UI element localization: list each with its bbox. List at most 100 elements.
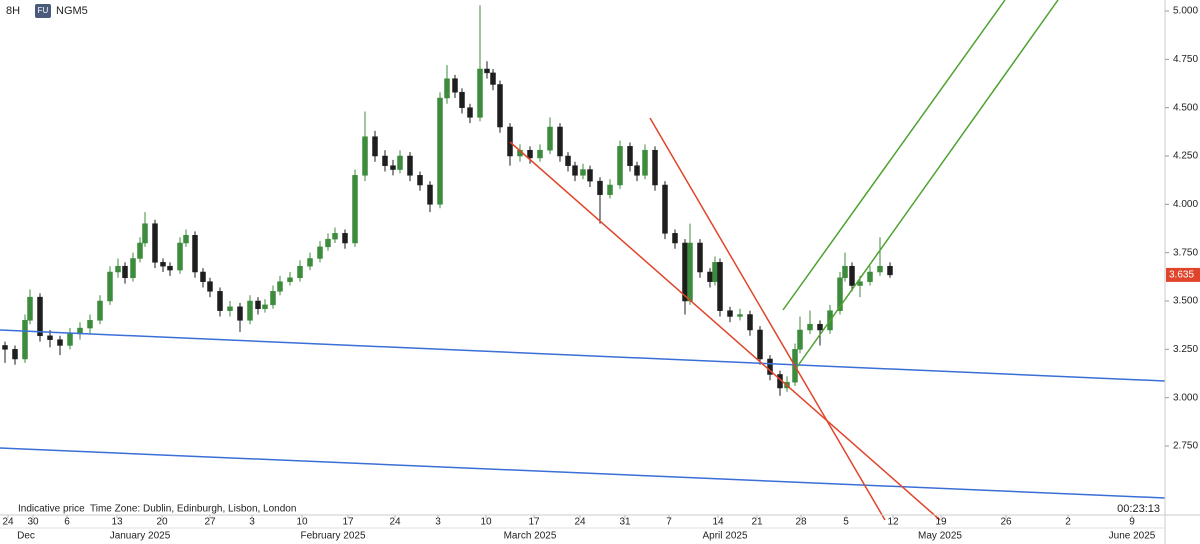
candle-body [634,165,640,176]
candle-body [57,339,63,346]
candle-body [565,155,571,166]
month-label: February 2025 [300,531,365,542]
candle-body [747,314,753,331]
candle-body [152,223,158,263]
candle-body [287,277,293,282]
candle-body [390,165,396,170]
month-label: January 2025 [110,531,171,542]
x-tick-label: 14 [712,517,724,528]
candle-body [332,233,338,240]
candle-body [459,91,465,108]
candle-body [2,345,8,350]
candle-body [682,242,688,302]
candle-body [200,271,206,282]
candle-body [887,265,893,276]
candle-body [737,314,743,317]
badge: FU [38,6,49,15]
candle-body [137,242,143,259]
badge-box [35,4,51,18]
month-label: March 2025 [504,531,557,542]
candle-body [247,300,253,321]
candle-body [177,242,183,271]
x-tick-label: 24 [2,517,14,528]
candle-body [547,126,553,151]
x-tick-label: 13 [111,517,123,528]
x-tick-label: 17 [528,517,540,528]
candle-body [217,291,223,311]
y-tick-label: 2.750 [1173,441,1198,452]
candle-body [417,175,423,186]
x-tick-label: 20 [156,517,168,528]
candle-body [467,107,473,118]
candle-body [183,235,189,244]
channel-line [782,0,1006,311]
last-price-label: 3.635 [1169,270,1194,281]
candle-body [797,329,803,350]
channel-line [796,0,1059,368]
candle-body [227,306,233,311]
candle-body [572,165,578,176]
x-tick-label: 26 [1000,517,1012,528]
candle-body [877,265,883,273]
candle-body [712,262,718,282]
y-tick-label: 4.500 [1173,102,1198,113]
candle-body [557,126,563,157]
y-tick-label: 3.250 [1173,344,1198,355]
candle-body [142,223,148,244]
candle-body [687,242,693,302]
candle-body [842,265,848,279]
candle-body [587,169,593,182]
candle-body [122,265,128,279]
candle-body [497,84,503,128]
y-tick-label: 4.000 [1173,199,1198,210]
candle-body [507,126,513,157]
candle-body [707,271,713,282]
candle-body [397,155,403,170]
candle-body [317,246,323,259]
candle-body [237,306,243,321]
candle-body [342,233,348,244]
trend-lines [0,0,1166,521]
plot-area [2,5,893,396]
candle-body [444,78,450,99]
candle-body [115,265,121,273]
x-tick-label: 2 [1065,517,1071,528]
candle-body [297,265,303,279]
last-price-box [1166,267,1200,282]
candle-body [277,281,283,292]
candle-body [382,155,388,166]
candle-body [652,149,658,186]
x-tick-label: 12 [887,517,899,528]
candle-body [662,184,668,234]
month-label: April 2025 [702,531,747,542]
candle-body [372,136,378,157]
candle-body [580,169,586,176]
x-tick-label: 3 [249,517,255,528]
candle-body [362,136,368,176]
candle-body [307,258,313,267]
candle-body [767,358,773,375]
candle-body [87,320,93,329]
wedge-line [649,117,886,521]
countdown: 00:23:13 [1117,503,1160,515]
candle-body [537,149,543,159]
candle-body [452,78,458,93]
x-tick-label: 10 [480,517,492,528]
candle-body [130,258,136,279]
candle-body [97,300,103,321]
candle-body [27,296,33,321]
candle-body [867,271,873,282]
candle-body [407,155,413,176]
candle-body [642,149,648,176]
candle-body [167,265,173,271]
candle-body [352,175,358,244]
candle-body [22,320,28,360]
y-tick-label: 3.500 [1173,296,1198,307]
x-tick-label: 28 [795,517,807,528]
candle-body [617,146,623,186]
y-tick-label: 5.000 [1173,6,1198,17]
x-tick-label: 9 [1129,517,1135,528]
x-tick-label: 7 [666,517,672,528]
candle-body [672,233,678,244]
